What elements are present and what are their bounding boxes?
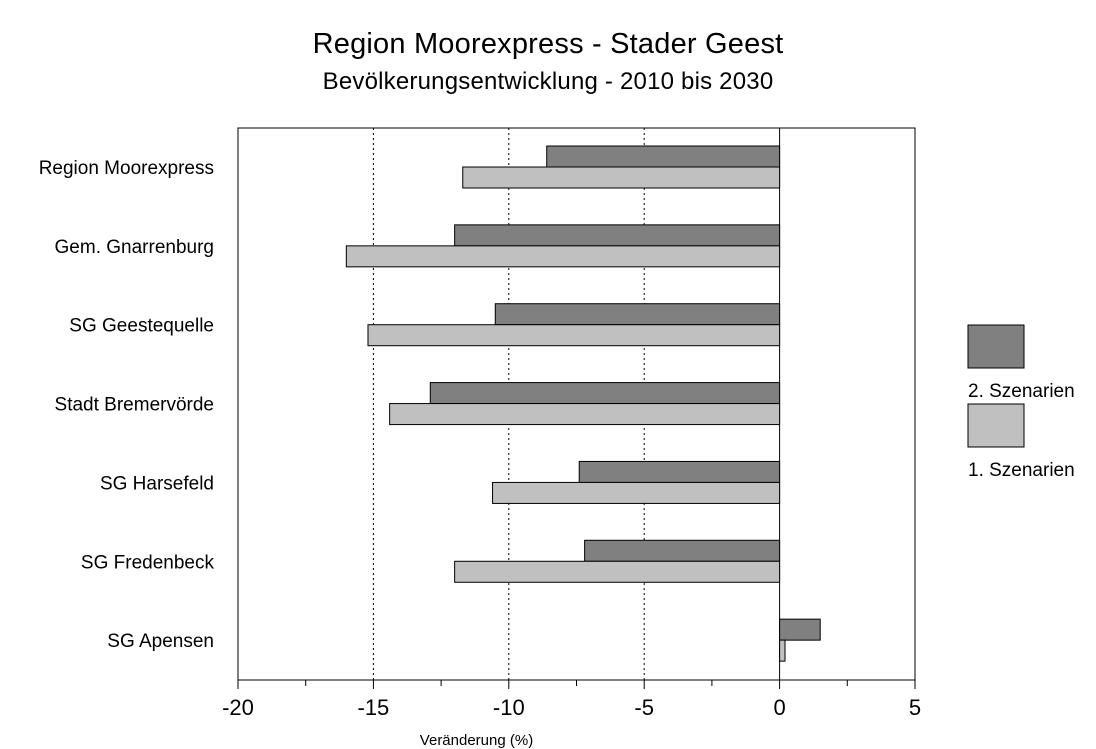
bar-szenario-2 xyxy=(779,618,821,641)
category-label: SG Fredenbeck xyxy=(81,552,215,573)
bar-szenario-2 xyxy=(584,539,781,562)
bar-szenario-1 xyxy=(389,403,781,426)
category-label: Stadt Bremervörde xyxy=(55,395,214,416)
x-tick-label: 5 xyxy=(909,695,921,720)
bar-szenario-2 xyxy=(494,303,781,326)
x-tick-label: 0 xyxy=(773,695,785,720)
bar-szenario-2 xyxy=(429,382,781,405)
bar-szenario-2 xyxy=(578,460,781,483)
category-label: SG Harsefeld xyxy=(100,473,214,494)
x-tick-label: -15 xyxy=(358,695,390,720)
bar-szenario-1 xyxy=(367,324,781,347)
bar-szenario-2 xyxy=(546,145,781,168)
x-tick-label: -10 xyxy=(493,695,525,720)
x-tick-label: -20 xyxy=(222,695,254,720)
bar-szenario-1 xyxy=(454,560,781,583)
bar-szenario-1 xyxy=(462,166,781,189)
legend-swatch xyxy=(967,403,1025,448)
legend: 2. Szenarien 1. Szenarien xyxy=(967,324,1075,481)
legend-label: 2. Szenarien xyxy=(968,381,1075,402)
bar-szenario-2 xyxy=(454,224,781,247)
x-axis-label: Veränderung (%) xyxy=(420,732,533,749)
chart-subtitle: Bevölkerungsentwicklung - 2010 bis 2030 xyxy=(322,68,774,95)
chart-title: Region Moorexpress - Stader Geest xyxy=(312,28,784,60)
bar-szenario-1 xyxy=(345,245,781,268)
legend-label: 1. Szenarien xyxy=(968,460,1075,481)
x-tick-label: -5 xyxy=(634,695,654,720)
bar-szenario-1 xyxy=(779,639,786,662)
category-label: SG Geestequelle xyxy=(69,316,214,337)
legend-swatch xyxy=(967,324,1025,369)
category-label: Region Moorexpress xyxy=(39,158,214,179)
category-label: SG Apensen xyxy=(107,631,214,652)
category-label: Gem. Gnarrenburg xyxy=(55,237,214,258)
bar-szenario-1 xyxy=(492,481,781,504)
